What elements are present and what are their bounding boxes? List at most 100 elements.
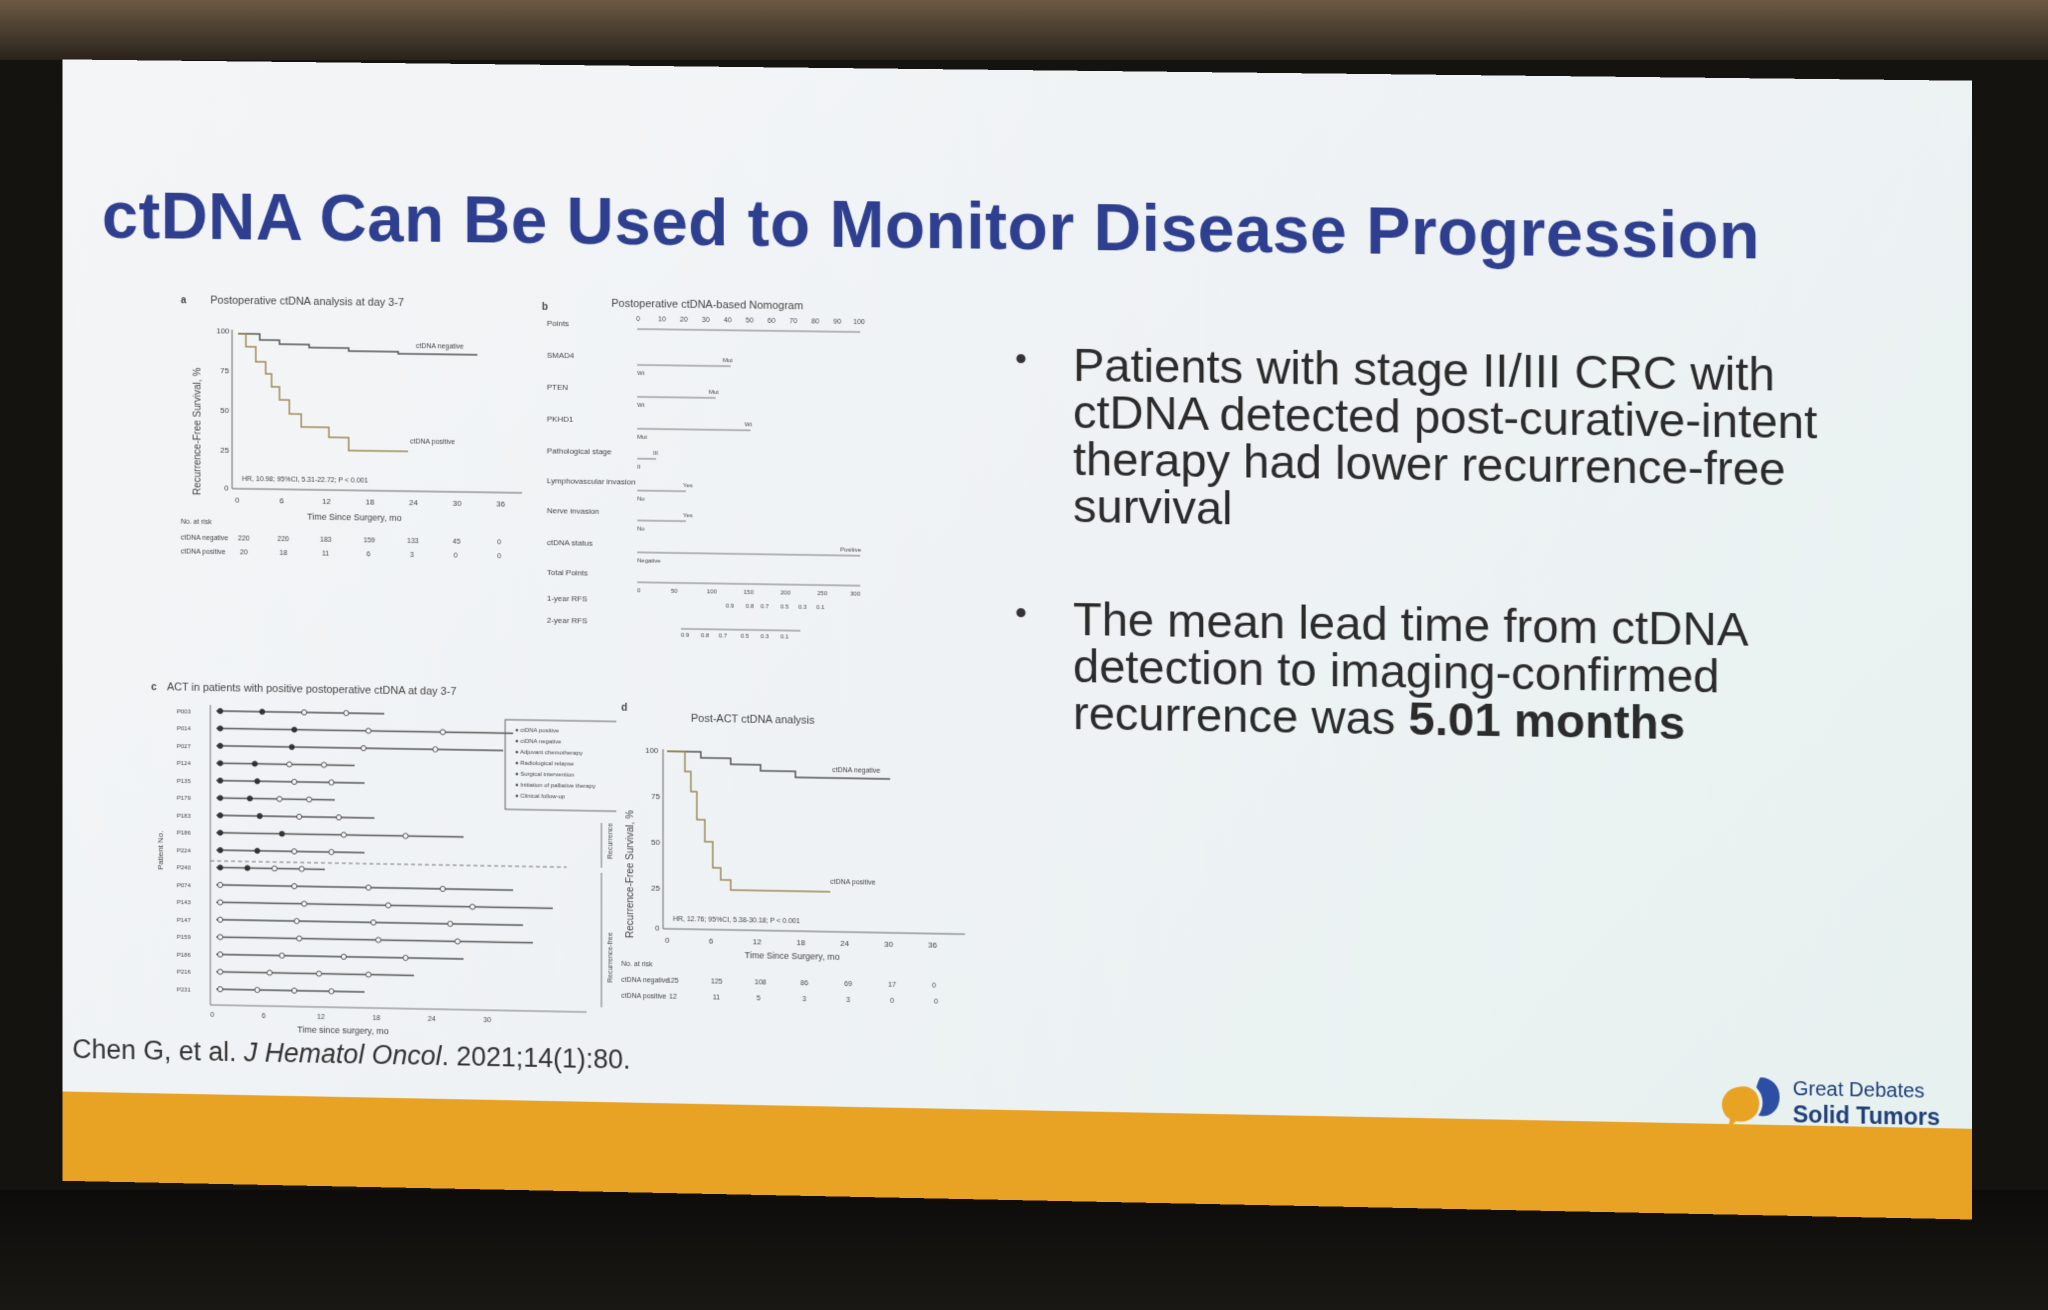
ctdna-marker [218,778,223,783]
risk-value: 11 [322,551,329,558]
patient-label: P124 [177,761,191,767]
points-tick: 40 [724,317,732,324]
ctdna-marker [277,796,282,801]
swimmer-lane [216,798,335,800]
panel-b-rfs2-svg: 2-year RFS 0.9 0.8 0.7 0.5 0.3 0.1 [542,613,960,644]
patient-label: P224 [177,848,191,854]
ctdna-marker [297,814,302,819]
risk-value: 0 [890,998,894,1005]
ctdna-marker [267,970,272,975]
points-tick: 50 [746,317,754,324]
rfs2-tick: 0.1 [780,634,789,640]
ctdna-marker [321,762,326,767]
panel-a-xtick: 36 [496,499,505,508]
points-axis [637,329,860,332]
ctdna-marker [403,833,408,838]
panel-d-risk-label: ctDNA negative [621,977,669,985]
panel-c-xtick: 12 [317,1014,325,1021]
patient-label: P014 [177,727,191,733]
panel-c-divider [210,861,566,867]
panel-d-ytick: 50 [651,838,660,847]
legend-entry: ● ctDNA negative [515,739,562,746]
panel-d-xlabel: Time Since Surgery, mo [745,950,840,962]
ctdna-marker [279,953,284,958]
ctdna-marker [218,900,223,905]
swimmer-lane [216,885,513,890]
panel-d-xtick: 0 [665,936,670,945]
nomogram-bar [637,365,730,366]
ctdna-marker [297,936,302,941]
ctdna-marker [289,744,294,749]
legend-entry: ● Surgical intervention [515,772,574,779]
swimmer-lane [216,954,463,959]
nomogram-level: II [637,465,641,471]
nomogram-row-label: Pathological stage [547,446,612,456]
points-tick: 100 [853,319,865,326]
points-tick: 30 [702,317,710,324]
logo-line1: Great Debates [1793,1078,1940,1104]
swimmer-lane [216,850,364,853]
nomogram-level: Yes [683,513,693,519]
nomogram-row-label: SMAD4 [547,351,575,360]
ctdna-marker [218,952,223,957]
swimmer-lane [216,989,364,992]
total-tick: 150 [744,590,755,596]
slide-title: ctDNA Can Be Used to Monitor Disease Pro… [102,177,1962,276]
figure-panel-a: a Postoperative ctDNA analysis at day 3-… [181,291,557,635]
total-points-axis [637,582,860,585]
panel-d-negative-curve [667,751,890,779]
ctdna-marker [386,903,391,908]
risk-value: 3 [802,996,806,1003]
panel-a-title: Postoperative ctDNA analysis at day 3-7 [210,295,404,310]
total-tick: 0 [637,588,641,594]
nomogram-level: Mut [637,435,647,441]
risk-value: 159 [364,537,376,544]
ctdna-marker [218,726,223,731]
ctdna-marker [255,987,260,992]
risk-value: 0 [932,983,936,990]
swimmer-lane [216,763,354,765]
patient-label: P027 [177,744,191,750]
panel-a-risk-title: No. at risk [181,519,213,526]
bullet-text: Patients with stage II/III CRC with ctDN… [1073,338,1817,534]
swimmer-lane [216,728,513,733]
nomogram-bar [637,520,686,521]
bullet-item: • Patients with stage II/III CRC with ct… [1015,340,1891,541]
rfs1-tick: 0.5 [780,604,789,610]
ctdna-marker [292,849,297,854]
citation-journal: J Hematol Oncol [244,1037,441,1071]
risk-value: 133 [407,538,419,545]
panel-c-title: ACT in patients with positive postoperat… [167,681,456,698]
nomogram-row-label: PKHD1 [547,414,574,423]
ctdna-marker [329,780,334,785]
points-tick: 90 [833,319,841,326]
points-tick: 20 [680,317,688,324]
risk-value: 5 [757,995,761,1002]
ctdna-marker [361,746,366,751]
panel-a-ytick: 0 [224,484,229,493]
risk-value: 0 [497,553,501,560]
panel-a-ytick: 25 [220,446,229,455]
patient-label: P231 [177,987,191,993]
panel-c-group-top: Recurrence [607,823,614,859]
ctdna-marker [440,886,445,891]
panel-a-svg: a Postoperative ctDNA analysis at day 3-… [181,291,557,635]
nomogram-bar [637,429,750,431]
panel-d-risk-title: No. at risk [621,961,653,969]
patient-label: P179 [177,796,191,802]
swimmer-lane [216,920,523,926]
legend-entry: ● Initiation of palliative therapy [515,783,595,790]
swimmer-lane [216,833,463,837]
nomogram-level: Mut [723,358,733,364]
ctdna-marker [218,934,223,939]
patient-label: P147 [177,918,191,924]
ctdna-marker [329,989,334,994]
panel-d-xtick: 6 [709,936,714,945]
ctdna-marker [329,849,334,854]
panel-b-title: Postoperative ctDNA-based Nomogram [611,298,803,313]
panel-a-xtick: 6 [279,496,284,505]
panel-b-svg: b Postoperative ctDNA-based Nomogram 0 1… [542,296,960,621]
figure-panel-b-rfs2: 2-year RFS 0.9 0.8 0.7 0.5 0.3 0.1 [542,613,960,644]
swimmer-lane [216,746,503,751]
total-tick: 250 [817,591,828,597]
